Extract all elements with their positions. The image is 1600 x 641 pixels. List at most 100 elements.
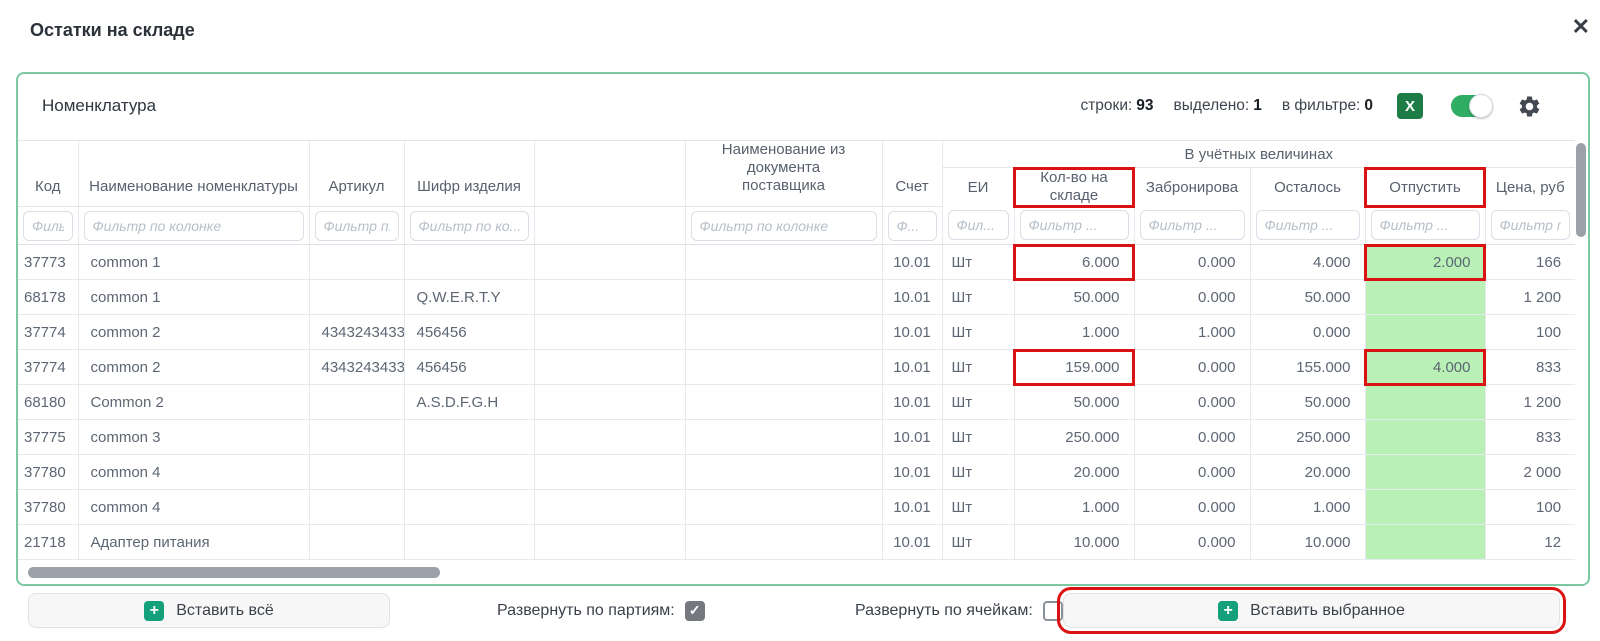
cell-release[interactable] — [1364, 384, 1485, 420]
cell-price: 833 — [1484, 349, 1576, 385]
horizontal-scrollbar-thumb[interactable] — [28, 567, 440, 578]
cell-account: 10.01 — [881, 384, 942, 420]
column-header-reserved[interactable]: Забронирова — [1133, 167, 1250, 207]
cell-remaining: 155.000 — [1249, 349, 1365, 385]
column-header-empty — [533, 140, 685, 207]
panel-header: Номенклатура строки: 93 выделено: 1 в филь… — [18, 74, 1588, 138]
column-header-account[interactable]: Счет — [881, 140, 942, 207]
filter-input-account[interactable] — [887, 210, 937, 241]
insert-selected-label: Вставить выбранное — [1250, 601, 1405, 619]
filter-row — [18, 206, 1576, 245]
filter-input-unit[interactable] — [947, 210, 1009, 241]
insert-all-label: Вставить всё — [176, 601, 274, 619]
cell-article — [308, 279, 404, 315]
settings-gear-icon[interactable] — [1517, 94, 1542, 119]
cell-cipher — [403, 419, 534, 455]
cell-release[interactable] — [1364, 489, 1485, 525]
filter-input-cipher[interactable] — [409, 210, 529, 241]
table-row[interactable]: 37774 common 2 43432434334 456456 10.01 … — [18, 348, 1576, 386]
filter-input-reserved[interactable] — [1139, 210, 1245, 241]
cell-name: common 4 — [77, 489, 309, 525]
plus-icon: + — [144, 600, 165, 621]
cell-name: Common 2 — [77, 384, 309, 420]
column-header-supplier-name[interactable]: Наименование из документа поставщика — [684, 140, 882, 207]
cell-empty — [533, 384, 685, 420]
cell-remaining: 250.000 — [1249, 419, 1365, 455]
cell-qty: 1.000 — [1013, 314, 1134, 350]
expand-batches-checkbox[interactable]: ✓ — [684, 600, 705, 621]
cell-qty: 50.000 — [1013, 384, 1134, 420]
column-header-code[interactable]: Код — [18, 140, 78, 207]
expand-cells-checkbox[interactable] — [1042, 600, 1063, 621]
table-row[interactable]: 68180 Common 2 A.S.D.F.G.H 10.01 Шт 50.0… — [18, 384, 1576, 420]
column-header-unit[interactable]: ЕИ — [941, 167, 1014, 207]
filter-input-release[interactable] — [1370, 210, 1480, 241]
cell-cipher: A.S.D.F.G.H — [403, 384, 534, 420]
column-header-name[interactable]: Наименование номенклатуры — [77, 140, 309, 207]
cell-supplier-name — [684, 524, 882, 560]
cell-account: 10.01 — [881, 314, 942, 350]
cell-release[interactable] — [1364, 454, 1485, 490]
cell-article — [308, 419, 404, 455]
filter-input-supplier-name[interactable] — [690, 210, 877, 241]
cell-release[interactable]: 4.000 — [1364, 348, 1486, 386]
column-header-cipher[interactable]: Шифр изделия — [403, 140, 534, 207]
column-header-release[interactable]: Отпустить — [1364, 166, 1486, 208]
dialog-title: Остатки на складе — [30, 20, 195, 40]
cell-reserved: 0.000 — [1133, 489, 1250, 525]
filter-input-remaining[interactable] — [1255, 210, 1360, 241]
table-row[interactable]: 37774 common 2 43432434334 456456 10.01 … — [18, 314, 1576, 350]
filter-input-price[interactable] — [1490, 210, 1571, 241]
cell-release[interactable] — [1364, 279, 1485, 315]
insert-all-button[interactable]: + Вставить всё — [28, 593, 390, 628]
table-row[interactable]: 37773 common 1 10.01 Шт 6.000 0.000 4.00… — [18, 243, 1576, 281]
excel-export-icon[interactable]: X — [1397, 93, 1423, 119]
cell-account: 10.01 — [881, 454, 942, 490]
close-icon[interactable]: ✕ — [1571, 14, 1590, 39]
cell-account: 10.01 — [881, 419, 942, 455]
cell-empty — [533, 244, 685, 280]
expand-batches-label: Развернуть по партиям: — [497, 601, 675, 619]
filter-cell-empty — [533, 206, 685, 245]
cell-name: common 2 — [77, 349, 309, 385]
cell-code: 37773 — [18, 244, 78, 280]
filter-input-code[interactable] — [23, 210, 73, 241]
vertical-scrollbar-thumb[interactable] — [1576, 143, 1586, 237]
cell-article: 43432434334 — [308, 349, 404, 385]
table-row[interactable]: 37780 common 4 10.01 Шт 20.000 0.000 20.… — [18, 454, 1576, 490]
stat-in-filter: в фильтре: 0 — [1281, 97, 1373, 114]
cell-release[interactable] — [1364, 314, 1485, 350]
table-row[interactable]: 21718 Адаптер питания 10.01 Шт 10.000 0.… — [18, 524, 1576, 560]
cell-qty: 20.000 — [1013, 454, 1134, 490]
column-header-article[interactable]: Артикул — [308, 140, 404, 207]
view-toggle[interactable] — [1451, 94, 1493, 118]
table-row[interactable]: 37780 common 4 10.01 Шт 1.000 0.000 1.00… — [18, 489, 1576, 525]
table-row[interactable]: 68178 common 1 Q.W.E.R.T.Y 10.01 Шт 50.0… — [18, 279, 1576, 315]
cell-release[interactable]: 2.000 — [1364, 243, 1486, 281]
cell-reserved: 0.000 — [1133, 524, 1250, 560]
cell-cipher: Q.W.E.R.T.Y — [403, 279, 534, 315]
column-header-remaining[interactable]: Осталось — [1249, 167, 1365, 207]
insert-selected-button[interactable]: + Вставить выбранное — [1057, 587, 1566, 634]
cell-unit: Шт — [941, 419, 1014, 455]
column-header-qty[interactable]: Кол-во на складе — [1013, 166, 1135, 208]
cell-name: common 2 — [77, 314, 309, 350]
cell-code: 68178 — [18, 279, 78, 315]
filter-input-article[interactable] — [314, 210, 399, 241]
stat-selected: выделено: 1 — [1173, 97, 1262, 114]
expand-cells-label: Развернуть по ячейкам: — [855, 601, 1033, 619]
cell-reserved: 0.000 — [1133, 384, 1250, 420]
filter-input-qty[interactable] — [1019, 210, 1129, 241]
cell-account: 10.01 — [881, 349, 942, 385]
filter-input-name[interactable] — [83, 210, 304, 241]
cell-supplier-name — [684, 454, 882, 490]
cell-price: 1 200 — [1484, 384, 1576, 420]
cell-remaining: 20.000 — [1249, 454, 1365, 490]
cell-cipher: 456456 — [403, 314, 534, 350]
cell-release[interactable] — [1364, 524, 1485, 560]
cell-release[interactable] — [1364, 419, 1485, 455]
table-row[interactable]: 37775 common 3 10.01 Шт 250.000 0.000 25… — [18, 419, 1576, 455]
cell-unit: Шт — [941, 489, 1014, 525]
cell-remaining: 0.000 — [1249, 314, 1365, 350]
column-header-price[interactable]: Цена, руб — [1484, 167, 1576, 207]
